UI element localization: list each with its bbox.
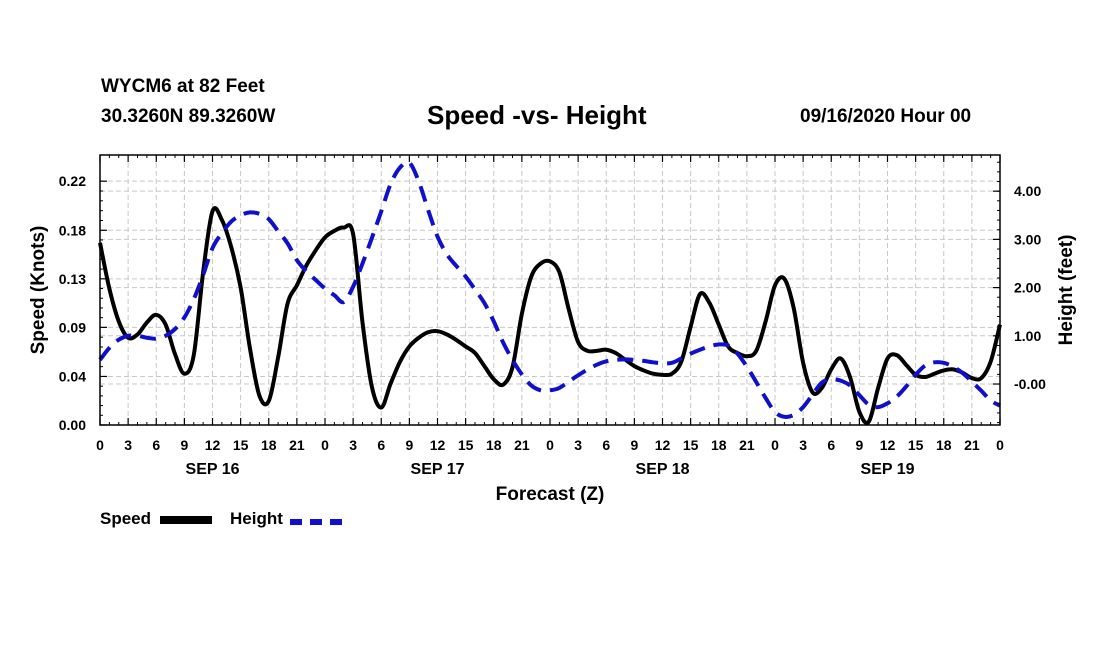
x-tick-label: 0 [771,437,779,453]
x-tick-label: 0 [321,437,329,453]
speed-series-line [98,206,1002,425]
x-tick-label: 18 [711,437,727,453]
x-tick-label: 21 [964,437,980,453]
y-tick-label: 0.04 [59,368,86,384]
x-tick-label: 18 [261,437,277,453]
series-layer [98,159,1002,425]
date-label: SEP 18 [636,461,690,478]
x-tick-label: 12 [655,437,671,453]
x-tick-label: 15 [683,437,699,453]
height-series-line [98,159,1001,419]
legend-speed-label: Speed [100,509,152,528]
x-tick-label: 18 [486,437,502,453]
x-tick-label: 12 [880,437,896,453]
y-tick-label: 0.00 [59,417,86,433]
x-tick-label: 12 [205,437,221,453]
date-label: SEP 16 [186,461,240,478]
x-tick-label: 0 [546,437,554,453]
y-axis-label: Speed (Knots) [28,226,49,355]
y-tick-label: 0.22 [59,173,86,189]
chart-title: Speed -vs- Height [427,100,647,130]
y-tick-label: 0.13 [59,271,86,287]
x-axis-label: Forecast (Z) [496,484,605,505]
coordinates-label: 30.3260N 89.3260W [101,106,276,127]
x-tick-label: 6 [827,437,835,453]
x-tick-label: 21 [289,437,305,453]
x-tick-label: 21 [739,437,755,453]
date-label: SEP 19 [861,461,915,478]
x-tick-label: 15 [458,437,474,453]
x-tick-label: 3 [574,437,582,453]
axis-ticks [99,155,1001,426]
x-tick-label: 12 [430,437,446,453]
y2-tick-label: 2.00 [1014,280,1041,296]
x-tick-label: 9 [180,437,188,453]
date-label: SEP 17 [411,461,465,478]
x-tick-label: 15 [908,437,924,453]
x-tick-label: 21 [514,437,530,453]
y2-axis-label: Height (feet) [1056,235,1077,346]
forecast-date-label: 09/16/2020 Hour 00 [800,106,972,127]
y2-tick-label: -0.00 [1014,376,1046,392]
legend-height-label: Height [230,509,283,528]
x-tick-label: 3 [799,437,807,453]
legend-speed-swatch [160,516,212,524]
x-tick-label: 15 [233,437,249,453]
x-tick-label: 9 [855,437,863,453]
station-label: WYCM6 at 82 Feet [101,76,265,97]
grid-lines [99,155,1001,426]
x-tick-label: 6 [377,437,385,453]
x-tick-label: 0 [96,437,104,453]
legend-height-swatch [290,519,342,525]
x-tick-label: 6 [152,437,160,453]
x-tick-label: 3 [124,437,132,453]
x-tick-label: 9 [630,437,638,453]
y2-tick-label: 1.00 [1014,328,1041,344]
x-tick-label: 18 [936,437,952,453]
x-tick-label: 9 [405,437,413,453]
x-tick-label: 6 [602,437,610,453]
y2-tick-label: 3.00 [1014,231,1041,247]
axis-tick-labels: 0 3 6 9 12 15 18 21 0 3 6 9 12 15 18 21 0 3 6 9 12 15 18 21 0 3 6 9… [59,173,1046,478]
y2-tick-label: 4.00 [1014,183,1041,199]
x-tick-label: 3 [349,437,357,453]
y-tick-label: 0.18 [59,222,86,238]
y-tick-label: 0.09 [59,319,86,335]
x-tick-label: 0 [996,437,1004,453]
